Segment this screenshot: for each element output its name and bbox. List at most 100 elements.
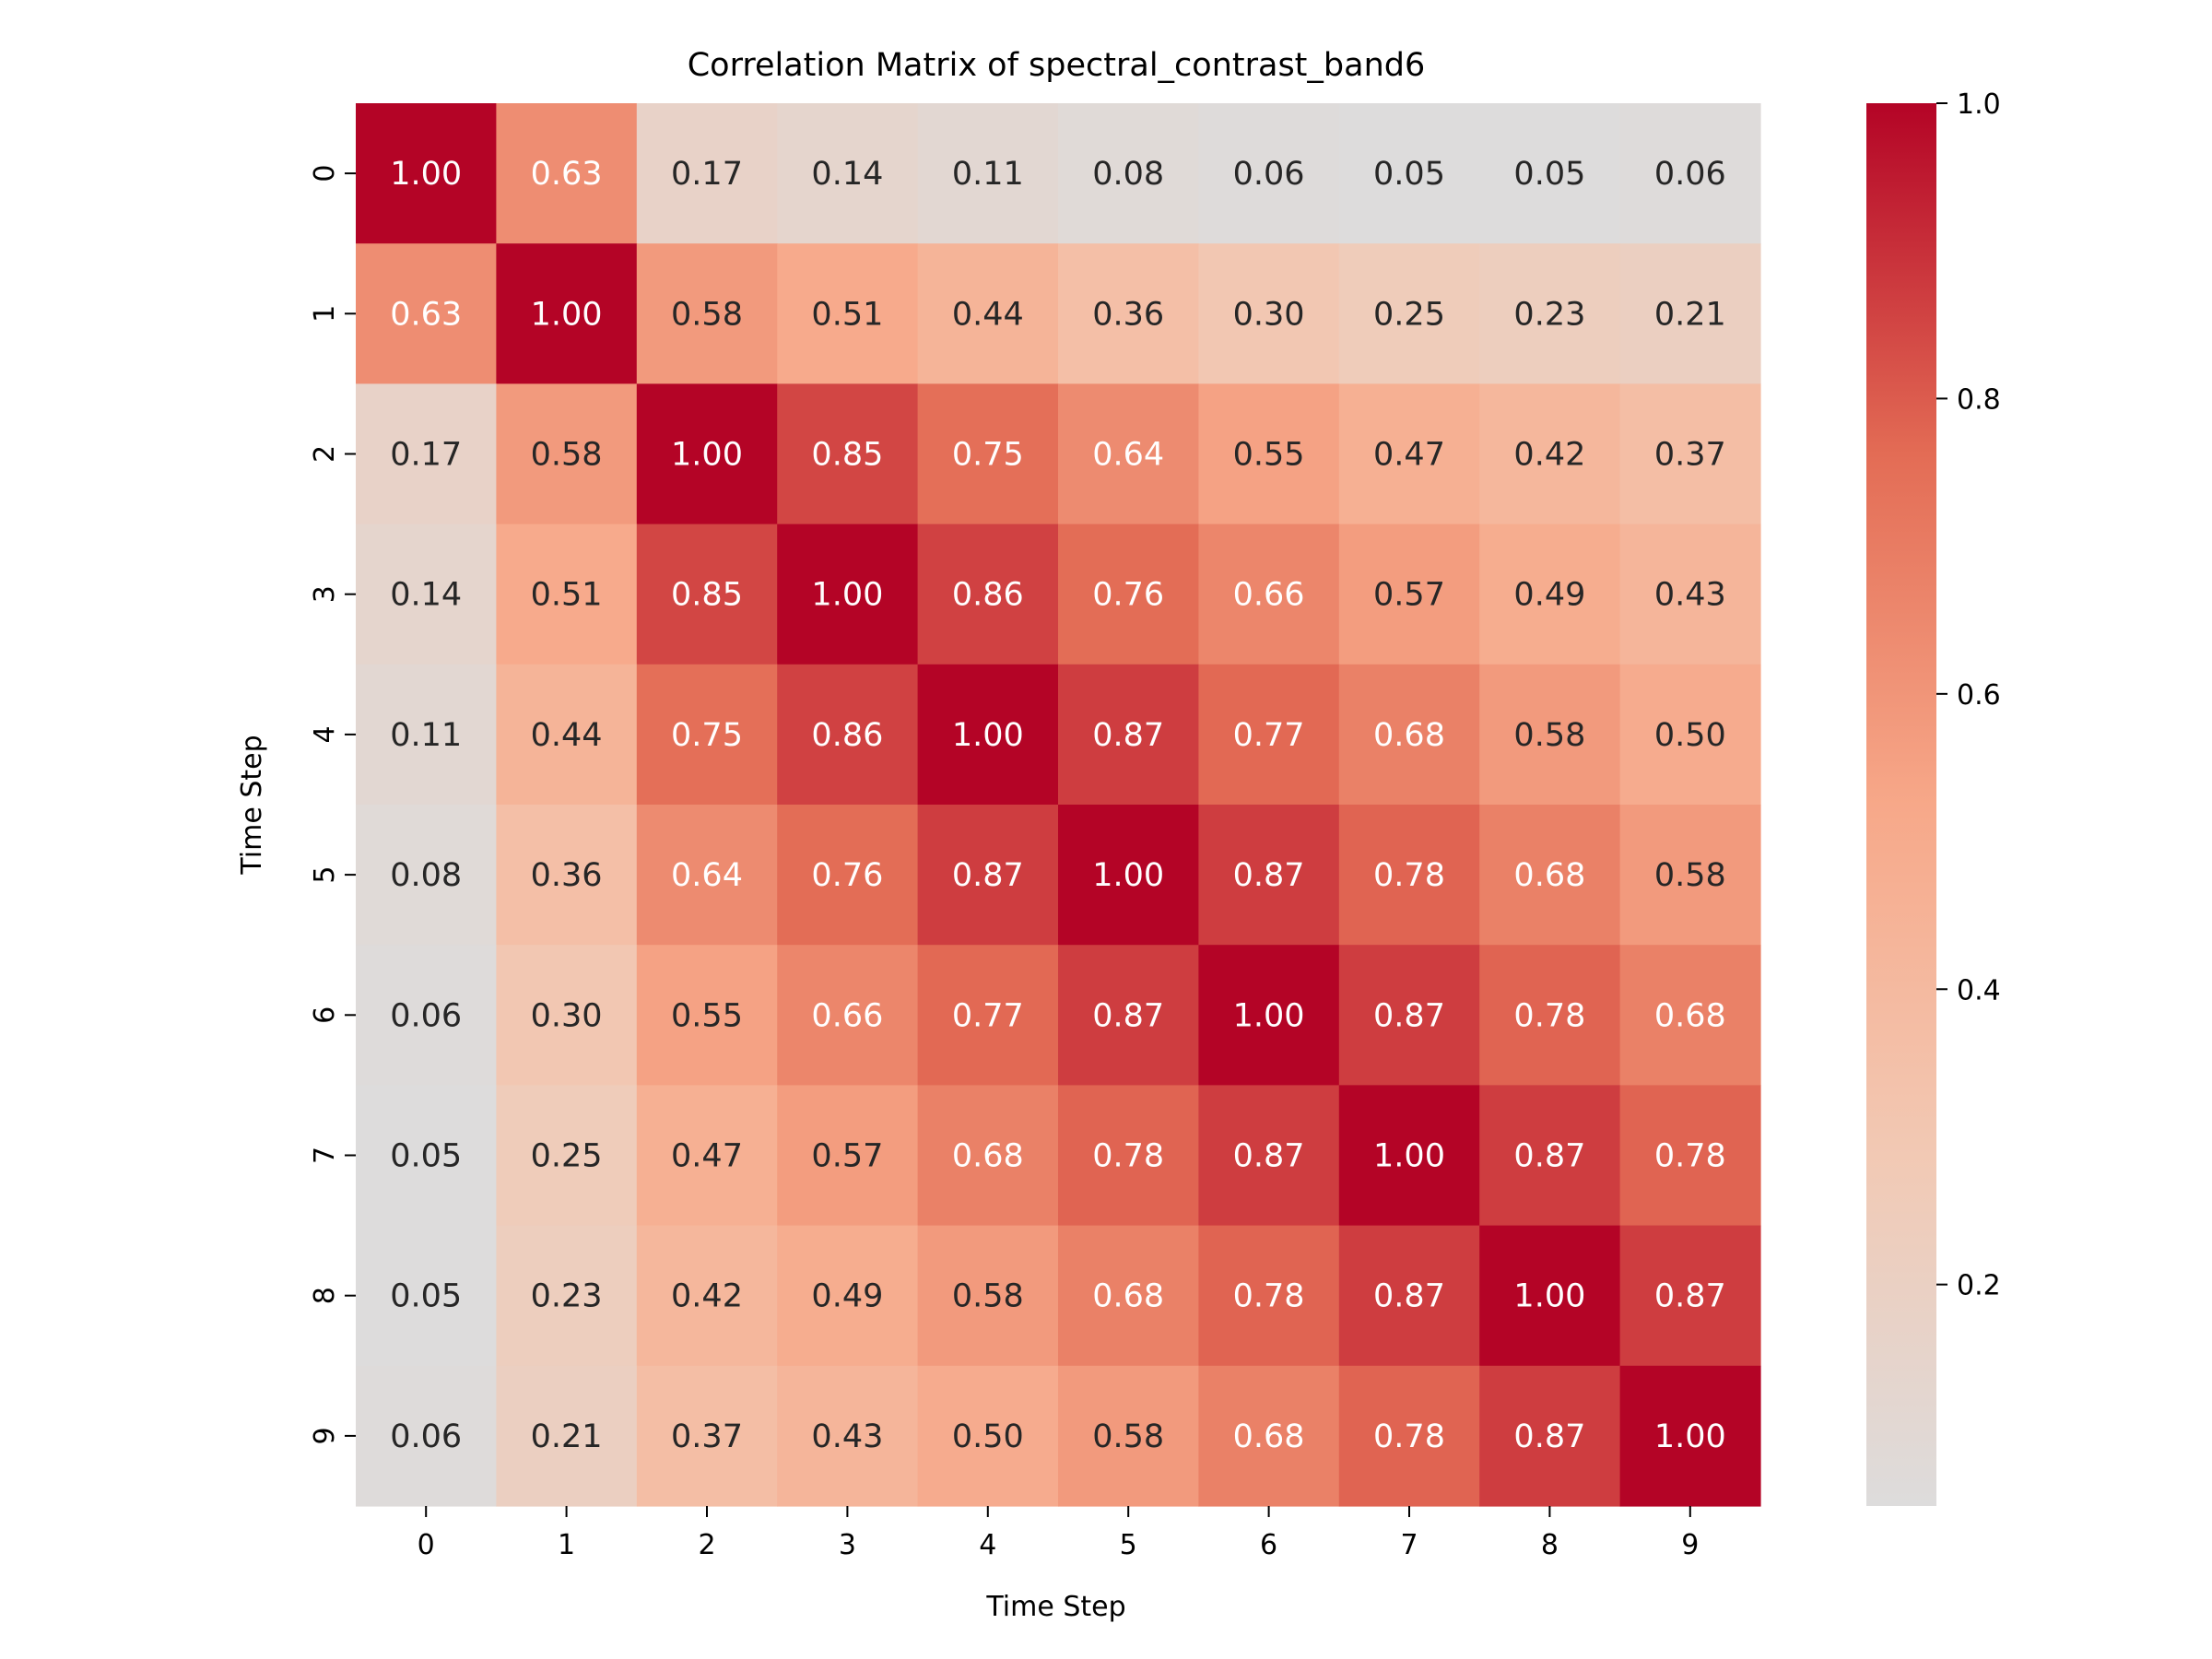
cell-value-label: 0.78 [1513, 997, 1585, 1034]
cell-value-label: 0.08 [390, 857, 462, 894]
x-tick-label: 9 [1681, 1529, 1699, 1561]
x-tick-label: 5 [1120, 1529, 1137, 1561]
y-tick-label: 5 [309, 866, 341, 884]
x-tick-label: 4 [979, 1529, 996, 1561]
heatmap-cell [1058, 524, 1199, 665]
heatmap-cell [496, 1225, 638, 1367]
cell-value-label: 0.87 [1233, 857, 1305, 894]
cell-value-label: 1.00 [531, 296, 603, 333]
heatmap-cell [1338, 103, 1480, 244]
cell-value-label: 0.86 [952, 577, 1024, 614]
cell-value-label: 0.78 [1373, 857, 1445, 894]
heatmap-cell [1338, 664, 1480, 806]
heatmap-cell [1058, 805, 1199, 946]
cell-value-label: 0.05 [390, 1278, 462, 1315]
cell-value-label: 0.06 [390, 1418, 462, 1455]
heatmap-cell [1058, 383, 1199, 525]
heatmap-cell [1338, 524, 1480, 665]
heatmap-cell [917, 103, 1059, 244]
y-tick-label: 2 [309, 445, 341, 463]
heatmap-cell [1479, 103, 1621, 244]
colorbar-tick-label: 0.2 [1957, 1270, 2001, 1302]
heatmap-cell [636, 805, 778, 946]
cell-value-label: 0.30 [1233, 296, 1305, 333]
heatmap-cell [777, 1085, 919, 1227]
heatmap-cell [1198, 383, 1340, 525]
heatmap-cell [1058, 103, 1199, 244]
heatmap-cell [1619, 945, 1761, 1086]
cell-value-label: 1.00 [952, 717, 1024, 754]
cell-value-label: 0.87 [1513, 1138, 1585, 1175]
heatmap-cell [1338, 805, 1480, 946]
cell-value-label: 0.37 [671, 1418, 743, 1455]
cell-value-label: 0.87 [952, 857, 1024, 894]
x-tick-label: 6 [1260, 1529, 1277, 1561]
cell-value-label: 0.77 [952, 997, 1024, 1034]
heatmap-cell [636, 1225, 778, 1367]
cell-value-label: 0.21 [1654, 296, 1726, 333]
heatmap-cell [1198, 664, 1340, 806]
heatmap-cell [1479, 1225, 1621, 1367]
cell-value-label: 0.11 [390, 717, 462, 754]
cell-value-label: 0.75 [952, 437, 1024, 474]
cell-value-label: 0.23 [531, 1278, 603, 1315]
cell-value-label: 0.25 [531, 1138, 603, 1175]
heatmap-cell [1058, 243, 1199, 384]
heatmap-cell [1619, 524, 1761, 665]
heatmap-cell [356, 1365, 497, 1507]
heatmap-cell [356, 383, 497, 525]
heatmap-cell [917, 945, 1059, 1086]
cell-value-label: 0.25 [1373, 296, 1445, 333]
chart-title: Correlation Matrix of spectral_contrast_… [688, 47, 1426, 84]
heatmap-cell [1479, 1085, 1621, 1227]
heatmap-cell [1479, 805, 1621, 946]
cell-value-label: 0.78 [1373, 1418, 1445, 1455]
y-tick-label: 4 [309, 725, 341, 743]
heatmap-cell [1198, 1225, 1340, 1367]
colorbar: 0.2 0.4 0.6 0.8 1.0 [1866, 88, 2001, 1506]
heatmap-cell [356, 1225, 497, 1367]
heatmap-cell [1058, 945, 1199, 1086]
heatmap-cell [777, 383, 919, 525]
cell-value-label: 1.00 [1092, 857, 1164, 894]
heatmap-cell [1619, 1225, 1761, 1367]
heatmap-cell [496, 103, 638, 244]
cell-value-label: 0.05 [1513, 156, 1585, 193]
heatmap-cell [1058, 664, 1199, 806]
y-tick-label: 6 [309, 1006, 341, 1024]
cell-value-label: 0.87 [1373, 1278, 1445, 1315]
heatmap-cell [1619, 805, 1761, 946]
cell-value-label: 0.17 [671, 156, 743, 193]
heatmap-cell [1619, 243, 1761, 384]
cell-value-label: 0.05 [390, 1138, 462, 1175]
cell-value-label: 0.87 [1233, 1138, 1305, 1175]
heatmap-cell [777, 1225, 919, 1367]
cell-value-label: 1.00 [1233, 997, 1305, 1034]
cell-value-label: 0.23 [1513, 296, 1585, 333]
heatmap-cell [1058, 1085, 1199, 1227]
heatmap-cell [496, 945, 638, 1086]
heatmap-cell [636, 243, 778, 384]
cell-value-label: 0.44 [952, 296, 1024, 333]
cell-value-label: 0.68 [1513, 857, 1585, 894]
heatmap-cell [1198, 103, 1340, 244]
heatmap-cell [1338, 1365, 1480, 1507]
heatmap-cell [777, 1365, 919, 1507]
colorbar-tick-label: 1.0 [1957, 88, 2001, 121]
y-axis: 0 1 2 3 4 5 6 7 8 9 [309, 165, 356, 1444]
heatmap-cell [1338, 383, 1480, 525]
cell-value-label: 0.57 [1373, 577, 1445, 614]
cell-value-label: 0.58 [671, 296, 743, 333]
x-axis-label: Time Step [985, 1591, 1125, 1623]
heatmap-cell [496, 805, 638, 946]
x-tick-label: 8 [1541, 1529, 1559, 1561]
cell-value-label: 0.87 [1092, 997, 1164, 1034]
heatmap-cell [496, 524, 638, 665]
cell-value-label: 0.78 [1233, 1278, 1305, 1315]
cell-value-label: 1.00 [811, 577, 883, 614]
cell-value-label: 1.00 [390, 156, 462, 193]
cell-value-label: 0.58 [1513, 717, 1585, 754]
cell-value-label: 0.68 [1654, 997, 1726, 1034]
cell-value-label: 1.00 [1513, 1278, 1585, 1315]
y-tick-label: 3 [309, 585, 341, 603]
